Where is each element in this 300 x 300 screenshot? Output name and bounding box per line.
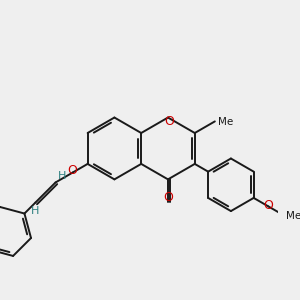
Text: O: O [163,190,173,203]
Text: H: H [31,206,40,216]
Text: O: O [263,199,273,212]
Text: O: O [165,115,175,128]
Text: O: O [68,164,77,177]
Text: Me: Me [286,211,300,221]
Text: Me: Me [218,117,233,127]
Text: H: H [58,171,67,181]
